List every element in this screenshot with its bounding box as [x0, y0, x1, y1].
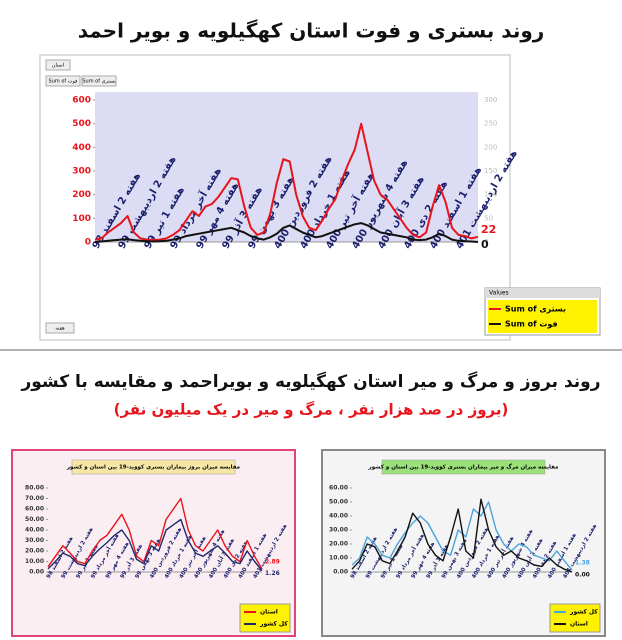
y-tick-label: 100: [72, 214, 91, 224]
legend-header: [485, 288, 600, 298]
legend-box: [549, 603, 601, 633]
legend-label: کل کشور: [569, 609, 598, 616]
chart-title: مقایسه میزان بروز بیماران بستری کووید-19…: [66, 464, 240, 471]
y-tick-label: 80.00: [25, 485, 44, 492]
chart-title-box: [381, 459, 546, 475]
section-subtitle: (بروز در صد هزار نفر ، مرگ و میر در یک م…: [114, 401, 509, 419]
filter-button[interactable]: [81, 75, 117, 87]
y2-tick-label: 250: [484, 120, 497, 128]
y-tick-label: 20.00: [25, 548, 44, 555]
end-value-label: 22: [481, 223, 496, 236]
plot-area: [48, 480, 262, 572]
y-tick-label: 10.00: [25, 558, 44, 565]
y-tick-label: 300: [72, 167, 91, 177]
series-line: [47, 518, 263, 572]
main-title: روند بستری و فوت استان کهگیلویه و بویر ا…: [78, 19, 545, 43]
end-value-label: 0.00: [575, 572, 590, 579]
y-tick-label: 40.00: [329, 513, 348, 520]
y2-tick-label: 100: [484, 191, 497, 199]
axis-button[interactable]: [45, 322, 75, 334]
legend-box: [239, 603, 291, 633]
y2-tick-label: 150: [484, 167, 497, 175]
series-line: [47, 497, 263, 570]
y-tick-label: 600: [72, 96, 91, 106]
y-tick-label: 30.00: [329, 527, 348, 534]
y-tick-label: 50.00: [25, 516, 44, 523]
legend-label: استان: [260, 609, 278, 616]
axis-button-label: هفته: [55, 326, 65, 332]
y-tick-label: 40.00: [25, 527, 44, 534]
y2-tick-label: 200: [484, 143, 497, 151]
legend-label: Sum of فوت: [505, 320, 558, 329]
y2-tick-label: 0: [484, 238, 488, 246]
y-tick-label: 30.00: [25, 537, 44, 544]
chart-title-box: [71, 459, 236, 475]
end-value-label: 0: [481, 238, 489, 251]
y-tick-label: 400: [72, 143, 91, 153]
y-tick-label: 60.00: [329, 485, 348, 492]
chart-title: مقایسه میزان مرگ و میر بیماران بستری کوو…: [368, 463, 559, 471]
y-tick-label: 0.00: [333, 569, 348, 576]
end-value-label: 2.89: [265, 558, 280, 565]
y-tick-label: 10.00: [329, 555, 348, 562]
end-value-label: 1.38: [575, 560, 590, 567]
field-button[interactable]: [45, 59, 71, 71]
legend-label: Sum of بستری: [505, 305, 566, 314]
filter-button-label: Sum of بستری: [82, 79, 115, 85]
y-tick-label: 20.00: [329, 541, 348, 548]
legend-body: [488, 300, 597, 333]
y-tick-label: 50.00: [329, 499, 348, 506]
y-tick-label: 0: [85, 238, 91, 248]
y2-tick-label: 300: [484, 96, 497, 104]
field-button-label: استان: [52, 63, 64, 69]
section-title: روند بروز و مرگ و میر استان کهگیلویه و ب…: [20, 371, 600, 392]
y-tick-label: 70.00: [25, 495, 44, 502]
y-tick-label: 60.00: [25, 506, 44, 513]
filter-button[interactable]: [45, 75, 81, 87]
y2-tick-label: 50: [484, 214, 493, 222]
legend-label: کل کشور: [259, 621, 288, 628]
legend-label: استان: [570, 621, 588, 628]
plot-area: [95, 92, 478, 242]
plot-area: [352, 480, 572, 572]
y-tick-label: 200: [72, 190, 91, 200]
filter-button-label: Sum of فوت: [49, 79, 79, 85]
series-line: [94, 222, 479, 243]
y-tick-label: 0.00: [29, 569, 44, 576]
y-tick-label: 500: [72, 119, 91, 129]
legend-title: Values: [489, 290, 509, 297]
end-value-label: 1.26: [265, 570, 280, 577]
series-line: [351, 498, 573, 573]
series-line: [94, 122, 479, 242]
